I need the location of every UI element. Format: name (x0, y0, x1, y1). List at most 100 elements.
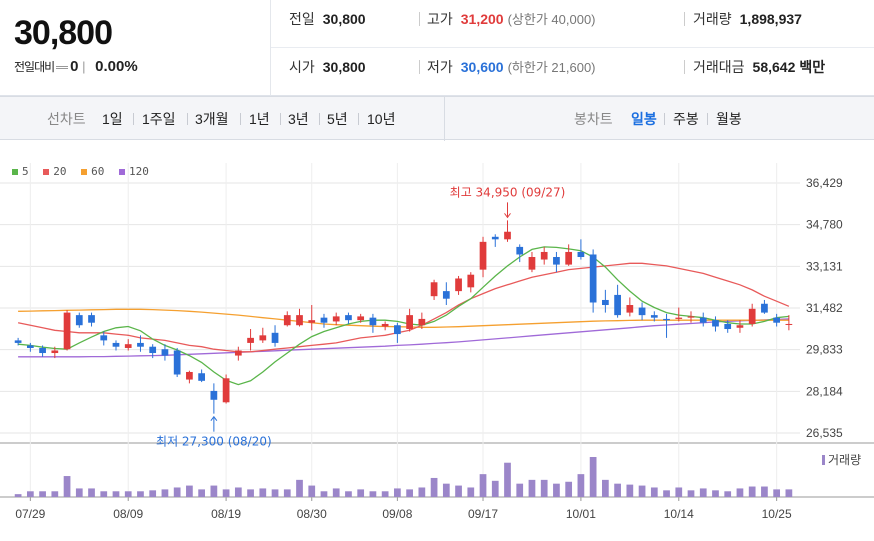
candle-body (88, 315, 95, 323)
volume-bar (63, 476, 71, 497)
volume-bar (357, 489, 365, 497)
candle-body (161, 349, 169, 356)
volume-bar (259, 488, 267, 497)
low-annotation: 최저 27,300 (08/20) (156, 435, 272, 449)
volume-bar (491, 480, 499, 497)
volume-legend-swatch (822, 455, 825, 465)
volume-bar (14, 494, 22, 497)
tab-1d[interactable]: 1일 (102, 111, 123, 127)
volume: 거래량 1,898,937 (693, 11, 802, 27)
candle-body (357, 316, 365, 321)
candle-body (308, 320, 316, 323)
volume-bar (455, 485, 462, 497)
ma5-line (18, 246, 789, 386)
y-tick-label: 33,131 (806, 259, 843, 273)
ma120-line (18, 318, 789, 358)
price-box: 30,800 전일대비 0 | 0.00% (0, 0, 270, 96)
candle-body (553, 257, 560, 265)
high-arrow-icon (504, 213, 511, 219)
candle-chart-label: 봉차트 (574, 111, 613, 127)
y-tick-label: 29,833 (806, 343, 843, 357)
tab-1w[interactable]: 1주일 (142, 111, 176, 127)
volume-bar (173, 487, 181, 497)
candle-body (650, 315, 658, 318)
volume-bar (724, 491, 732, 497)
candle-body (173, 350, 181, 375)
volume-bar (712, 490, 719, 497)
candle-body (381, 323, 389, 327)
change-value: 0 (70, 58, 79, 75)
volume-bar (540, 479, 548, 497)
volume-bar (39, 491, 46, 497)
legend-ma5: 5 (12, 165, 29, 178)
candle-body (773, 317, 781, 323)
volume-bar (394, 488, 401, 497)
candle-body (296, 315, 303, 326)
candle-body (100, 335, 108, 341)
candle-body (320, 317, 328, 323)
volume-bar (186, 485, 193, 497)
volume-bar (75, 488, 83, 497)
volume-bar (626, 484, 634, 497)
volume-bar (565, 481, 573, 497)
candle-body (602, 299, 609, 306)
candle-body (663, 318, 670, 321)
candle-body (761, 303, 768, 313)
volume-bar (516, 483, 524, 497)
tab-1y[interactable]: 1년 (249, 111, 270, 127)
candle-body (479, 241, 487, 270)
volume-bar (406, 489, 413, 497)
volume-bar (602, 479, 609, 497)
quote-info: 전일 30,800 고가 31,200 (상한가 40,000) 거래량 1,898,9… (270, 0, 874, 96)
info-row-1: 전일 30,800 고가 31,200 (상한가 40,000) 거래량 1,898,9… (271, 0, 874, 48)
tab-10y[interactable]: 10년 (367, 111, 396, 127)
volume-bar (614, 483, 621, 497)
candle-body (283, 315, 291, 326)
candle-body (14, 340, 22, 343)
volume-bar (161, 489, 169, 497)
tab-weekly[interactable]: 주봉 (673, 111, 699, 127)
volume-bar (26, 491, 34, 497)
candle-body (565, 251, 573, 265)
volume-bar (51, 491, 59, 497)
volume-bar (650, 487, 658, 497)
volume-bar (773, 489, 781, 497)
volume-bar (663, 490, 670, 497)
candle-body (748, 308, 756, 324)
candle-body (577, 251, 585, 258)
tab-3y[interactable]: 3년 (288, 111, 309, 127)
tab-daily[interactable]: 일봉 (631, 111, 657, 127)
candle-body (540, 251, 548, 260)
volume-bar (381, 491, 389, 497)
volume-bar (308, 485, 316, 497)
chart-legend: 5 20 60 120 (12, 165, 157, 178)
volume-bar (100, 491, 108, 497)
candle-body (614, 294, 621, 316)
candle-body (736, 325, 744, 328)
price-change: 전일대비 0 | 0.00% (14, 58, 138, 75)
candle-body (687, 316, 695, 318)
info-row-2: 시가 30,800 저가 30,600 (하한가 21,600) 거래대금 58,642… (271, 48, 874, 96)
candle-body (222, 378, 230, 403)
low-price: 저가 30,600 (하한가 21,600) (427, 59, 596, 75)
candle-body (785, 323, 793, 325)
x-tick-label: 10/14 (664, 507, 694, 521)
volume-bar (479, 474, 487, 497)
volume-bar (369, 491, 377, 497)
candle-body (210, 390, 218, 400)
x-tick-label: 10/01 (566, 507, 596, 521)
candle-body (51, 350, 59, 354)
tab-monthly[interactable]: 월봉 (716, 111, 742, 127)
volume-bar (699, 488, 707, 497)
tab-5y[interactable]: 5년 (327, 111, 348, 127)
candle-body (699, 317, 707, 323)
volume-bar (430, 477, 438, 497)
volume-bar (124, 491, 132, 497)
tab-3m[interactable]: 3개월 (195, 111, 229, 127)
volume-bar (234, 487, 242, 497)
x-tick-label: 09/08 (382, 507, 412, 521)
candle-body (626, 305, 634, 313)
candle-body (528, 257, 536, 270)
x-tick-label: 09/17 (468, 507, 498, 521)
